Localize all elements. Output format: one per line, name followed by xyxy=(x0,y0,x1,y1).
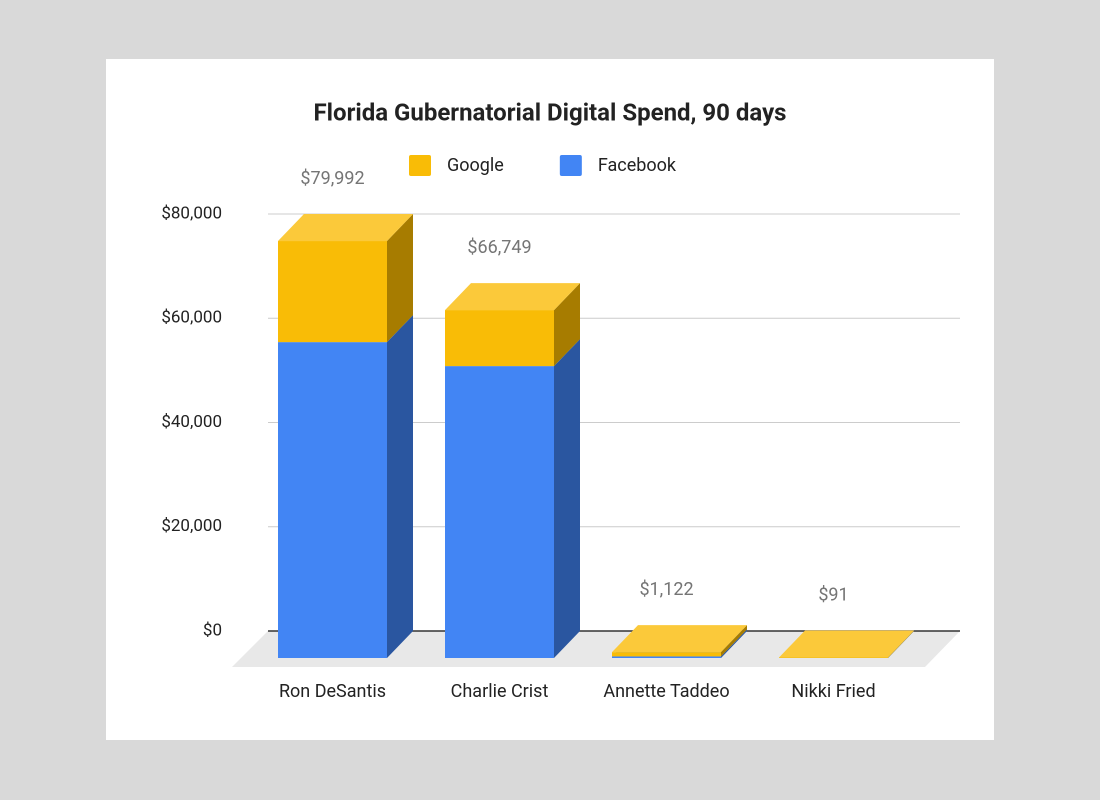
x-tick-label: Nikki Fried xyxy=(791,681,875,702)
bar-top xyxy=(278,214,413,242)
bar-top xyxy=(612,625,747,653)
bar-front xyxy=(612,652,721,657)
y-tick-label: $0 xyxy=(203,620,222,640)
y-tick-label: $60,000 xyxy=(161,308,222,328)
legend-swatch xyxy=(409,155,431,176)
x-tick-label: Annette Taddeo xyxy=(603,681,729,702)
bar-front xyxy=(278,241,387,343)
y-tick-label: $80,000 xyxy=(161,203,222,223)
legend-swatch xyxy=(559,155,582,176)
total-label: $79,992 xyxy=(300,168,364,189)
bar-front xyxy=(445,366,554,658)
y-tick-label: $40,000 xyxy=(161,412,222,432)
floor xyxy=(232,631,960,667)
total-label: $66,749 xyxy=(467,237,531,258)
bar-side xyxy=(554,339,580,658)
bar-top xyxy=(779,630,914,658)
bar-side xyxy=(387,214,413,343)
bar-front xyxy=(278,342,387,658)
total-label: $1,122 xyxy=(639,579,693,600)
x-tick-label: Ron DeSantis xyxy=(279,681,386,702)
bar-side xyxy=(554,283,580,367)
bar-side xyxy=(387,315,413,658)
y-tick-label: $20,000 xyxy=(161,516,222,536)
bar-side xyxy=(721,629,747,658)
legend-label: Facebook xyxy=(598,155,677,176)
bar-top xyxy=(445,283,580,311)
chart-title: Florida Gubernatorial Digital Spend, 90 … xyxy=(314,98,787,126)
x-tick-label: Charlie Crist xyxy=(451,681,549,702)
bar-front xyxy=(445,310,554,367)
bar-side xyxy=(721,625,747,657)
bar-side xyxy=(888,630,914,658)
bar-front xyxy=(612,656,721,658)
total-label: $91 xyxy=(818,584,848,605)
legend-label: Google xyxy=(447,155,504,176)
